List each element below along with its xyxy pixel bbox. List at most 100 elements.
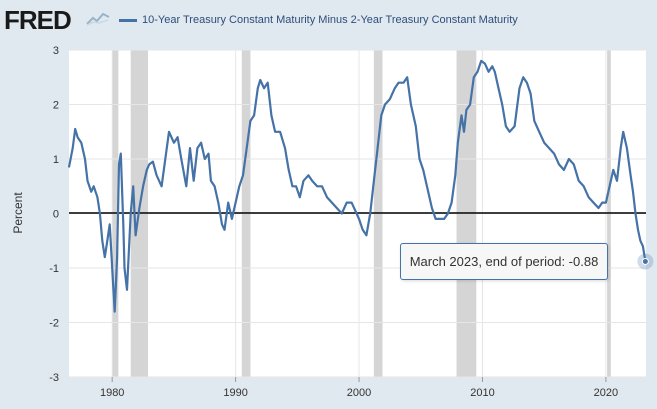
- series-point: [122, 223, 124, 225]
- series-point: [460, 114, 463, 116]
- series-point: [246, 147, 248, 149]
- series-point: [207, 152, 210, 155]
- series-point: [553, 152, 555, 155]
- series-point: [543, 142, 545, 144]
- series-point: [402, 82, 405, 84]
- series-point: [394, 87, 396, 89]
- series-point: [316, 185, 318, 187]
- series-point: [642, 245, 644, 247]
- series-point: [189, 147, 191, 149]
- series-point: [588, 196, 590, 198]
- legend-label[interactable]: 10-Year Treasury Constant Maturity Minus…: [142, 14, 518, 26]
- series-point: [558, 163, 560, 166]
- series-point: [592, 202, 595, 204]
- series-point: [90, 191, 92, 193]
- series-point: [274, 131, 276, 133]
- series-point: [279, 131, 281, 133]
- y-tick-label: -2: [49, 318, 59, 330]
- series-point: [583, 185, 585, 187]
- series-point: [326, 196, 328, 198]
- series-point: [438, 218, 440, 220]
- series-point: [410, 103, 412, 106]
- y-tick-label: -3: [49, 372, 59, 384]
- series-point: [509, 131, 511, 133]
- series-point: [74, 128, 76, 130]
- series-point: [397, 82, 400, 84]
- series-point: [522, 76, 524, 78]
- series-point: [341, 212, 343, 215]
- series-points: [68, 60, 646, 313]
- series-point: [494, 71, 496, 73]
- series-point: [384, 103, 386, 106]
- series-point: [126, 289, 128, 291]
- series-point: [204, 158, 206, 160]
- series-point: [116, 256, 118, 258]
- series-point: [447, 212, 449, 215]
- series-point: [72, 147, 74, 149]
- series-point: [200, 142, 202, 144]
- series-point: [406, 76, 408, 78]
- series-point: [563, 169, 565, 171]
- series-point: [109, 223, 111, 225]
- series-point: [526, 82, 528, 84]
- series-point: [242, 174, 244, 176]
- series-point: [373, 180, 375, 182]
- series-point: [93, 185, 95, 187]
- series-point: [597, 207, 600, 209]
- series-point: [626, 147, 628, 149]
- series-point: [214, 185, 216, 187]
- series-point: [418, 158, 421, 160]
- y-tick-label: 1: [53, 154, 59, 166]
- series-point: [351, 202, 353, 204]
- series-point: [422, 169, 424, 171]
- series-point: [299, 196, 301, 198]
- series-point: [443, 218, 445, 220]
- series-point: [578, 180, 580, 182]
- series-point: [86, 180, 89, 182]
- series-point: [362, 229, 364, 231]
- series-point: [473, 76, 475, 78]
- series-point: [77, 136, 79, 138]
- series-point: [257, 87, 259, 89]
- series-point: [497, 87, 500, 89]
- series-point: [612, 169, 614, 171]
- series-point: [138, 207, 140, 209]
- series-line: [67, 59, 647, 313]
- y-tick-label: 2: [53, 100, 59, 112]
- series-point: [415, 125, 417, 127]
- series-point: [518, 87, 521, 89]
- series-point: [164, 158, 166, 160]
- series-point: [210, 180, 212, 182]
- series-point: [491, 65, 493, 67]
- y-tick-label: -1: [49, 263, 59, 275]
- series-point: [132, 185, 134, 187]
- series-point: [533, 120, 535, 122]
- series-point: [488, 71, 490, 73]
- series-point: [180, 158, 182, 160]
- fred-logo[interactable]: FRED: [4, 5, 72, 35]
- x-tick-label: 2010: [470, 387, 494, 399]
- series-point: [380, 114, 382, 116]
- series-point: [295, 185, 297, 187]
- series-point: [68, 166, 70, 168]
- series-point: [331, 202, 333, 204]
- series-point: [223, 229, 226, 231]
- series-point: [632, 191, 634, 193]
- series-point: [457, 142, 459, 144]
- series-point: [267, 82, 269, 84]
- series-point: [148, 163, 150, 166]
- series-point: [227, 202, 229, 204]
- series-point: [110, 256, 113, 258]
- series-point: [193, 180, 195, 182]
- series-point: [104, 256, 106, 258]
- series-point: [80, 142, 82, 144]
- header: FRED 10-Year Treasury Constant Maturity …: [0, 0, 657, 40]
- series-point: [123, 267, 126, 269]
- series-point: [156, 174, 158, 176]
- last-point-dot[interactable]: [641, 257, 649, 265]
- series-point: [249, 120, 252, 122]
- series-point: [629, 174, 632, 176]
- y-tick-label: 0: [53, 209, 59, 221]
- series-point: [463, 131, 465, 133]
